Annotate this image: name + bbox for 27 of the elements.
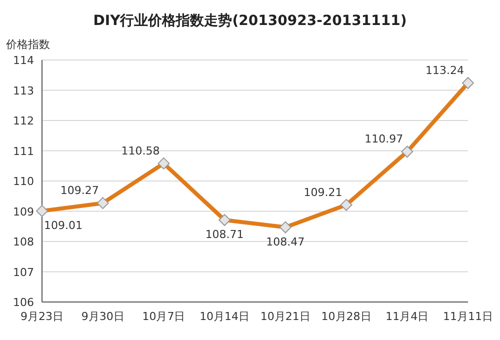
data-label: 113.24 xyxy=(426,64,464,77)
y-tick-label: 106 xyxy=(13,296,34,309)
data-label: 109.21 xyxy=(304,186,342,199)
y-tick-label: 110 xyxy=(13,175,34,188)
y-tick-label: 113 xyxy=(13,84,34,98)
y-tick-label: 108 xyxy=(13,236,34,248)
y-tick-label: 112 xyxy=(13,114,34,128)
x-tick-label: 10月14日 xyxy=(200,310,250,323)
data-label: 109.27 xyxy=(60,184,99,198)
x-tick-label: 10月28日 xyxy=(321,310,372,323)
data-label: 109.01 xyxy=(44,218,82,232)
data-label: 110.58 xyxy=(121,144,160,158)
x-tick-label: 11月4日 xyxy=(386,310,429,323)
data-label: 108.47 xyxy=(266,235,305,248)
x-tick-label: 9月30日 xyxy=(81,310,124,323)
x-tick-label: 10月7日 xyxy=(142,310,186,323)
y-tick-label: 109 xyxy=(13,205,34,218)
y-tick-label: 111 xyxy=(13,144,34,158)
y-tick-label: 114 xyxy=(13,54,34,67)
x-tick-label: 11月11日 xyxy=(443,310,493,323)
y-tick-label: 107 xyxy=(13,266,34,279)
chart-title: DIY行业价格指数走势(20130923-20131111) xyxy=(93,13,407,29)
x-tick-label: 10月21日 xyxy=(260,310,310,323)
data-label: 110.97 xyxy=(364,132,404,146)
x-tick-label: 9月23日 xyxy=(20,310,64,323)
data-label: 108.71 xyxy=(205,228,244,242)
y-axis-title: 价格指数 xyxy=(5,38,50,51)
